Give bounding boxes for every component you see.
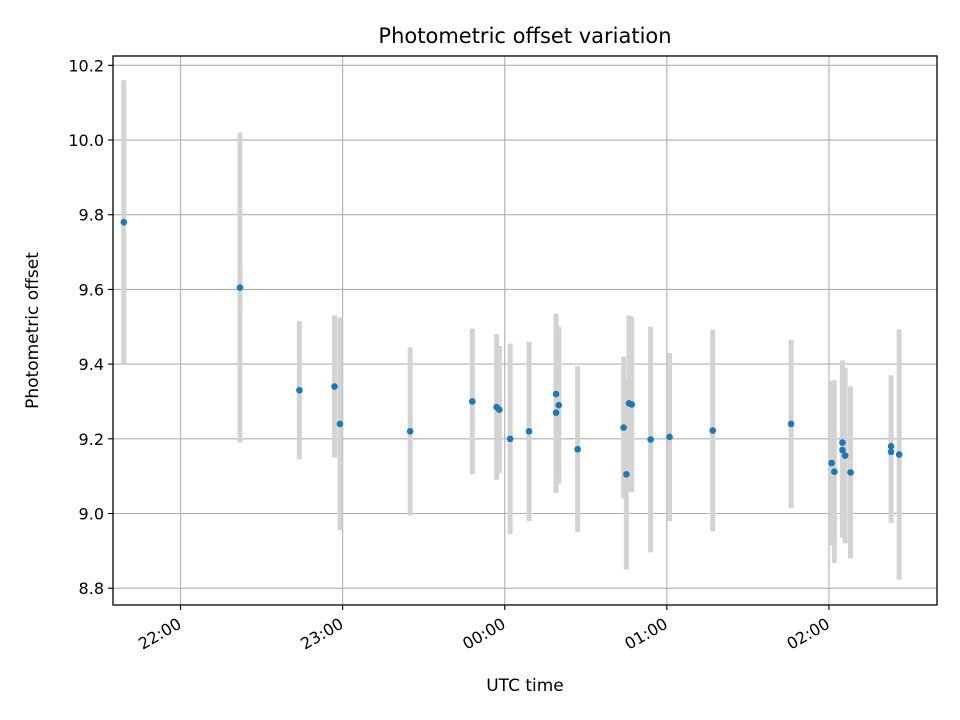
data-points xyxy=(120,218,903,478)
y-axis: 8.8 9.0 9.2 9.4 9.6 9.8 10.0 10.2 xyxy=(68,56,113,598)
y-tick-label: 9.4 xyxy=(79,355,104,374)
data-point xyxy=(331,383,338,390)
data-point xyxy=(620,424,627,431)
error-bars xyxy=(121,80,902,580)
data-point xyxy=(120,218,128,226)
data-point xyxy=(574,445,581,453)
x-tick-label: 02:00 xyxy=(784,614,833,654)
y-tick-label: 9.0 xyxy=(79,505,104,524)
y-tick-label: 9.2 xyxy=(79,430,104,449)
plot-area-frame xyxy=(112,55,938,606)
data-point xyxy=(887,442,895,450)
x-tick-label: 22:00 xyxy=(135,614,184,654)
x-axis-title: UTC time xyxy=(486,676,564,696)
data-point xyxy=(831,468,838,475)
data-point xyxy=(709,427,717,434)
data-point xyxy=(623,470,630,478)
data-point xyxy=(839,446,846,454)
data-point xyxy=(666,433,673,441)
data-point xyxy=(839,439,846,446)
data-point xyxy=(887,448,895,456)
data-point xyxy=(296,386,303,394)
data-point xyxy=(236,284,244,291)
x-tick-label: 23:00 xyxy=(297,614,346,654)
data-point xyxy=(469,398,476,405)
chart-title: Photometric offset variation xyxy=(378,24,671,48)
data-point xyxy=(787,420,795,428)
data-point xyxy=(847,469,854,476)
data-point xyxy=(841,452,849,459)
y-tick-label: 9.8 xyxy=(79,206,104,225)
data-point xyxy=(555,401,563,409)
data-point xyxy=(647,436,654,443)
data-point xyxy=(406,428,414,435)
grid xyxy=(113,56,937,605)
y-tick-label: 10.0 xyxy=(68,131,104,150)
y-tick-label: 9.6 xyxy=(79,280,104,299)
data-point xyxy=(552,390,560,398)
y-tick-label: 8.8 xyxy=(79,579,104,598)
data-point xyxy=(552,409,560,416)
data-point xyxy=(828,459,835,467)
data-point xyxy=(336,420,344,428)
data-point xyxy=(506,435,514,443)
y-axis-title: Photometric offset xyxy=(23,252,43,409)
x-tick-label: 00:00 xyxy=(459,614,508,654)
x-axis: 22:00 23:00 00:00 01:00 02:00 xyxy=(135,605,833,654)
data-point xyxy=(628,401,636,408)
y-tick-label: 10.2 xyxy=(68,56,104,75)
x-tick-label: 01:00 xyxy=(621,614,670,654)
data-point xyxy=(895,451,903,458)
data-point xyxy=(525,428,533,435)
data-point xyxy=(496,406,503,413)
